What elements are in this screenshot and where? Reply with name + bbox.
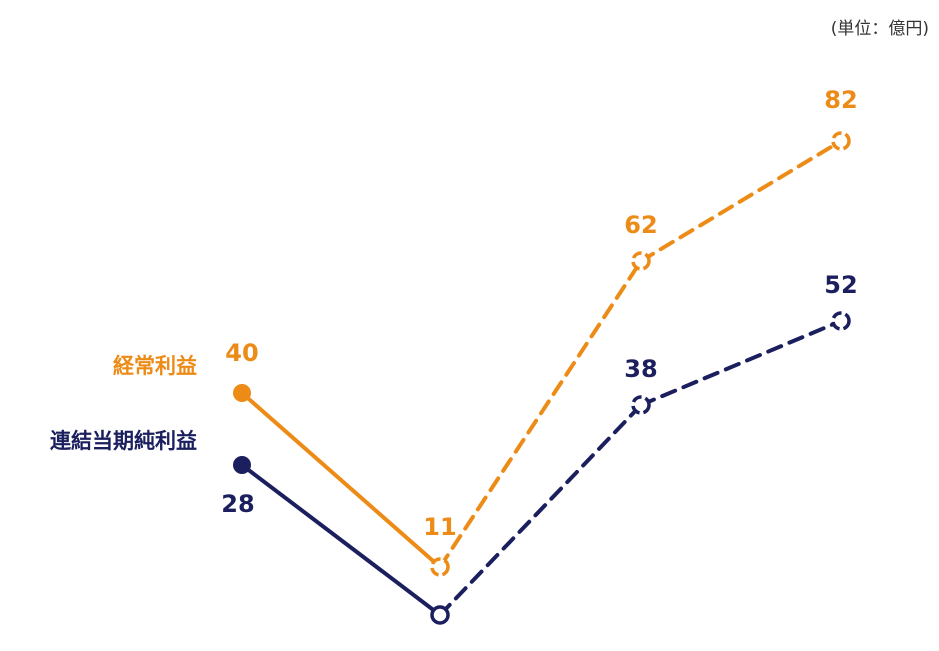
series-1-segment-0: [240, 463, 442, 617]
series-0-data-label-3: 82: [824, 86, 857, 114]
series-1-marker-1: [430, 605, 450, 625]
series-1-marker-2: [631, 395, 651, 415]
series-1-data-label-2: 38: [624, 355, 657, 383]
series-0-data-label-1: 11: [423, 513, 456, 541]
series-1-marker-0: [233, 456, 251, 474]
series-1-marker-3: [831, 311, 851, 331]
series-0-marker-0: [233, 384, 251, 402]
series-0-data-label-0: 40: [225, 339, 258, 367]
series-1-data-label-1: 3: [432, 649, 449, 651]
series-1-name-label: 連結当期純利益: [50, 429, 197, 453]
series-0-segment-0: [240, 391, 442, 569]
series-1-segment-2: [639, 319, 843, 407]
series-1-data-label-3: 52: [824, 271, 857, 299]
series-0-name-label: 経常利益: [113, 354, 197, 378]
series-0-marker-2: [631, 251, 651, 271]
unit-label: (単位：億円): [830, 19, 929, 39]
series-0-segment-1: [438, 259, 643, 569]
series-0-marker-1: [430, 557, 450, 577]
series-1-segment-1: [438, 403, 643, 617]
series-1-data-label-0: 28: [221, 490, 254, 518]
series-0-marker-3: [831, 131, 851, 151]
series-0-segment-2: [639, 139, 843, 263]
series-0-data-label-2: 62: [624, 211, 657, 239]
